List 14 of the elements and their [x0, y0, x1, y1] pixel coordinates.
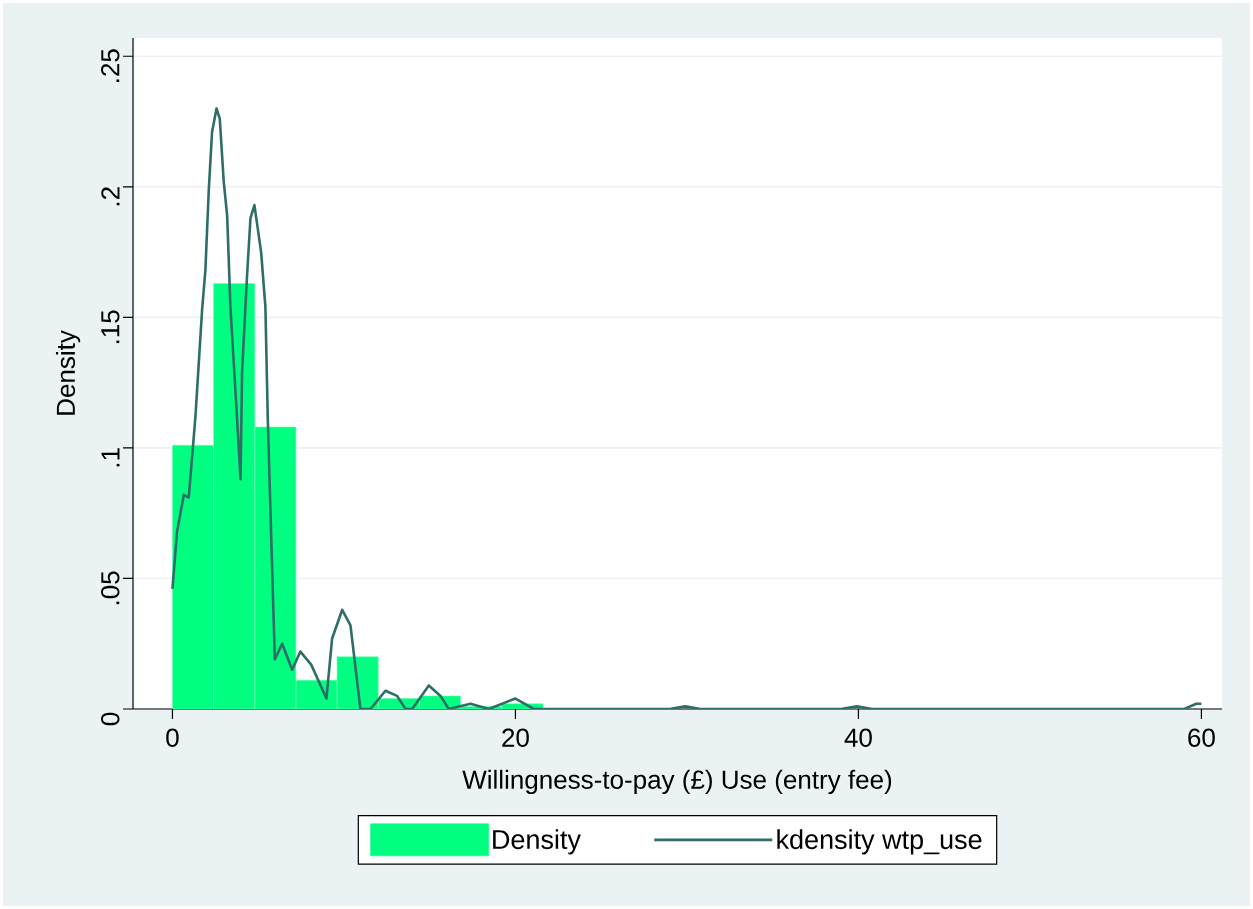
y-tick-label: .25 — [101, 49, 120, 82]
x-tick-label: 20 — [502, 728, 529, 747]
y-tick-label: .05 — [101, 571, 120, 605]
legend-label: kdensity wtp_use — [777, 829, 982, 855]
x-tick-label: 40 — [844, 728, 872, 747]
x-tick-label: 0 — [166, 728, 179, 747]
legend-label: Density — [493, 829, 581, 855]
y-axis-title: Density — [55, 330, 81, 415]
x-axis-title: Willingness-to-pay (£) Use (entry fee) — [462, 769, 892, 795]
x-tick-label: 60 — [1188, 728, 1215, 747]
y-tick-label: .15 — [101, 310, 120, 344]
y-tick-label: .2 — [101, 187, 120, 206]
y-tick-label: .1 — [101, 448, 120, 467]
y-tick-label: 0 — [101, 712, 120, 726]
